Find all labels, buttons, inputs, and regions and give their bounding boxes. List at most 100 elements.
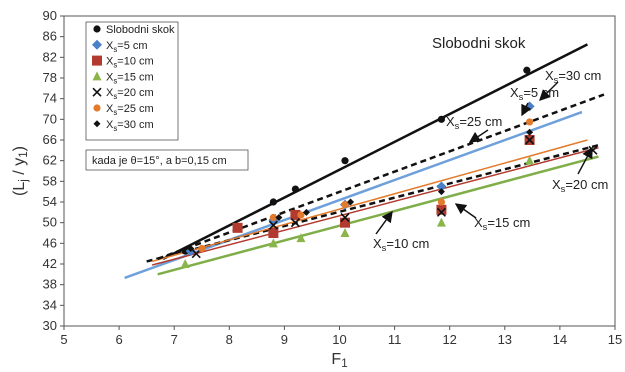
y-tick-label: 30 [43, 318, 57, 333]
note-text: kada je θ=15°, a b=0,15 cm [92, 155, 227, 167]
marker-shape [437, 115, 446, 123]
y-tick-label: 74 [43, 91, 57, 106]
marker-stroke [436, 207, 447, 217]
marker-shape [180, 259, 190, 268]
marker-shape [341, 200, 349, 209]
data-point-series-3 [268, 238, 278, 248]
annotation-6: Xs=10 cm [373, 236, 429, 253]
data-point-series-6 [437, 188, 445, 196]
data-point-series-3 [296, 233, 306, 243]
annotation-3: Xs=25 cm [446, 114, 502, 131]
y-tick-label: 58 [43, 173, 57, 188]
marker-shape [269, 213, 277, 222]
fit-line-series-6 [157, 93, 605, 261]
marker-shape [290, 209, 301, 220]
marker-shape [187, 245, 195, 252]
annotation-arrow-5 [375, 210, 393, 235]
data-point-series-0 [291, 185, 300, 193]
x-tick-label: 6 [115, 332, 122, 347]
marker-shape [437, 198, 446, 206]
annotation-arrow-4 [454, 203, 477, 219]
marker-shape [268, 228, 279, 238]
marker-shape [340, 217, 351, 228]
x-tick-label: 14 [553, 332, 567, 347]
marker-stroke [268, 220, 278, 230]
y-axis-label: (Lj / y1) [11, 146, 30, 196]
data-point-series-6 [347, 198, 355, 206]
y-axis-label-group: (Lj / y1) [11, 146, 30, 196]
marker-shape [436, 217, 446, 227]
x-tick-label: 13 [498, 332, 512, 347]
marker-shape [437, 188, 445, 196]
y-tick-label: 82 [43, 49, 57, 64]
data-point-series-2 [268, 228, 279, 238]
marker-shape [268, 238, 278, 248]
annotation-5: Xs=15 cm [474, 215, 530, 232]
annotation-4: Xs=20 cm [552, 177, 608, 194]
legend-marker-3 [92, 71, 102, 81]
fit-line-series-2 [151, 147, 599, 266]
annotation-slobodni-skok: Slobodni skok [432, 35, 526, 52]
x-tick-label: 5 [60, 332, 67, 347]
data-point-series-1 [436, 181, 447, 192]
data-point-series-4 [268, 220, 278, 230]
x-tick-label: 7 [171, 332, 178, 347]
data-point-series-6 [302, 208, 310, 216]
data-point-series-5 [269, 213, 277, 222]
annotation-arrow-0 [539, 81, 559, 101]
legend-label-4: Xs=20 cm [106, 87, 154, 101]
y-tick-label: 38 [43, 277, 57, 292]
marker-shape [181, 247, 189, 255]
marker-stroke [340, 212, 350, 223]
marker-stroke [290, 218, 300, 228]
axis-ticks: 5 6 7 8 9 10 11 12 13 14 1530343842465054586266707… [43, 8, 623, 347]
x-tick-label: 11 [388, 332, 402, 347]
annotation-arrow-2 [468, 129, 489, 143]
data-point-series-0 [341, 157, 349, 165]
legend-marker-5 [93, 104, 101, 112]
y-tick-label: 46 [43, 235, 57, 250]
data-point-series-6 [526, 128, 534, 136]
data-point-series-2 [340, 217, 351, 228]
legend-label-3: Xs=15 cm [106, 71, 154, 85]
legend-label-0: Slobodni skok [106, 24, 175, 36]
legend-marker-2 [92, 55, 102, 66]
x-tick-label: 9 [281, 332, 288, 347]
marker-shape [93, 104, 101, 112]
data-point-series-4 [191, 249, 201, 259]
marker-shape [92, 55, 102, 66]
data-point-series-2 [232, 222, 243, 233]
legend-marker-4 [92, 87, 102, 97]
y-tick-label: 90 [43, 8, 57, 23]
data-point-series-0 [437, 115, 446, 123]
marker-stroke [191, 249, 201, 259]
marker-shape [92, 71, 102, 81]
marker-shape [436, 181, 447, 192]
data-point-series-0 [269, 198, 277, 206]
legend-label-6: Xs=30 cm [106, 119, 154, 133]
y-tick-label: 50 [43, 215, 57, 230]
data-point-series-6 [187, 245, 195, 252]
data-point-series-4 [525, 135, 535, 145]
legend-label-5: Xs=25 cm [106, 103, 154, 117]
data-point-series-4 [290, 218, 300, 228]
data-point-series-5 [341, 200, 349, 209]
marker-shape [302, 208, 310, 216]
legend-box [85, 21, 179, 141]
fit-line-series-3 [157, 155, 599, 276]
marker-shape [340, 228, 350, 237]
data-point-series-0 [523, 66, 531, 74]
x-tick-label: 12 [442, 332, 456, 347]
data-point-series-2 [436, 204, 447, 215]
marker-shape [341, 157, 349, 165]
legend-label-2: Xs=10 cm [106, 56, 154, 70]
marker-stroke [525, 135, 535, 145]
y-tick-label: 54 [43, 194, 57, 209]
y-tick-label: 62 [43, 153, 57, 168]
marker-shape [296, 233, 306, 243]
y-tick-label: 86 [43, 29, 57, 44]
marker-shape [198, 244, 206, 253]
